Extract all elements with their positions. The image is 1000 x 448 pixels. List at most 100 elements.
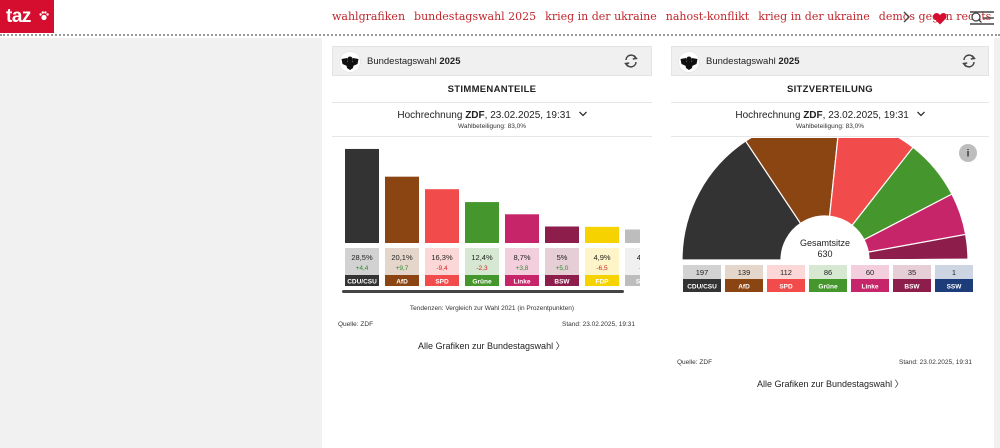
refresh-icon[interactable] — [623, 53, 639, 69]
nav-item-ukraine[interactable]: krieg in der ukraine — [545, 10, 657, 23]
divider — [332, 136, 652, 137]
value-label-spd: 16,3% — [431, 253, 453, 262]
logo-text: taz — [6, 6, 31, 27]
chevron-right-icon: 〉 — [555, 341, 565, 351]
nav-item-ukraine-2[interactable]: krieg in der ukraine — [758, 10, 870, 23]
right-margin — [994, 38, 1000, 448]
value-label-cdu-csu: 28,5% — [351, 253, 373, 262]
seat-category-gr-ne: Grüne — [818, 284, 838, 291]
all-graphics-link[interactable]: Alle Grafiken zur Bundestagswahl 〉 — [757, 379, 904, 389]
seat-box-afd — [725, 265, 763, 279]
seat-category-linke: Linke — [862, 284, 879, 291]
category-chip-cdu-csu — [345, 275, 379, 286]
category-chip-gr-ne — [465, 275, 499, 286]
info-icon-label: i — [967, 149, 970, 160]
seat-count-spd: 112 — [780, 268, 792, 277]
change-label-spd: -9,4 — [436, 265, 448, 272]
bar-fdp — [585, 226, 619, 243]
seat-chip-cdu-csu — [683, 279, 721, 292]
seat-count-ssw: 1 — [952, 268, 956, 277]
seat-box-spd — [767, 265, 805, 279]
seat-segment-cdu-csu — [681, 140, 802, 261]
seat-segment-ssw — [868, 258, 969, 261]
seat-chip-bsw — [893, 279, 931, 292]
divider — [671, 136, 989, 137]
change-label-afd: +9,7 — [396, 265, 409, 272]
timestamp: Stand: 23.02.2025, 19:31 — [899, 359, 973, 366]
value-label-fdp: 4,9% — [593, 253, 610, 262]
widget-header: Bundestagswahl 2025 — [332, 46, 652, 76]
value-label-bsw: 5% — [557, 253, 568, 262]
change-label-cdu-csu: +4,4 — [356, 265, 369, 272]
chevron-down-icon — [578, 111, 587, 117]
bundesadler-icon — [339, 51, 361, 73]
seat-count-linke: 60 — [866, 268, 874, 277]
divider — [332, 102, 652, 103]
category-chip-fdp — [585, 275, 619, 286]
seat-count-cdu-csu: 197 — [696, 268, 709, 277]
bar-afd — [385, 176, 419, 243]
seat-category-afd: AfD — [738, 284, 750, 291]
taz-logo[interactable]: taz — [0, 0, 54, 33]
category-chip-afd — [385, 275, 419, 286]
change-label-linke: +3,8 — [516, 265, 529, 272]
nav-item-nahost[interactable]: nahost-konflikt — [665, 10, 750, 23]
bar-gr-ne — [465, 202, 499, 243]
seat-chip-ssw — [935, 279, 973, 292]
horizontal-scrollbar[interactable] — [342, 290, 624, 293]
bar-bsw — [545, 226, 579, 243]
seat-count-bsw: 35 — [908, 268, 916, 277]
hochrechnung-select[interactable]: Hochrechnung ZDF, 23.02.2025, 19:31 — [332, 110, 652, 121]
seat-chip-spd — [767, 279, 805, 292]
chevron-down-icon — [916, 111, 925, 117]
value-label-gr-ne: 12,4% — [471, 253, 493, 262]
wahlbeteiligung: Wahlbeteiligung: 83,0% — [457, 123, 527, 130]
paw-icon — [39, 11, 49, 21]
top-navigation-bar: taz wahlgrafiken bundestagswahl 2025 krieg… — [0, 0, 1000, 36]
category-chip-sonstige — [625, 275, 652, 286]
chevron-right-icon[interactable] — [900, 10, 912, 24]
seat-chip-gr-ne — [809, 279, 847, 292]
wahlbeteiligung: Wahlbeteiligung: 83,0% — [795, 123, 865, 130]
nav-item-wahlgrafiken[interactable]: wahlgrafiken — [332, 10, 406, 23]
all-graphics-link[interactable]: Alle Grafiken zur Bundestagswahl 〉 — [418, 341, 565, 351]
menu-search-icon[interactable] — [969, 10, 995, 26]
stimmenanteile-bar-chart: 28,5% +4,4 CDU/CSU 20,1% +9,7 AfD 16,3% -9,4 SPD… — [342, 138, 652, 298]
value-label-afd: 20,1% — [391, 253, 413, 262]
stimmenanteile-widget: Bundestagswahl 2025 STIMMENANTEILE Hochr… — [332, 46, 652, 366]
bar-cdu-csu — [345, 148, 379, 243]
widget-title: Bundestagswahl 2025 — [706, 56, 800, 67]
category-label-linke: Linke — [514, 279, 531, 286]
scroll-mask — [640, 138, 652, 298]
change-label-gr-ne: -2,3 — [476, 265, 488, 272]
category-chip-linke — [505, 275, 539, 286]
seat-category-cdu-csu: CDU/CSU — [687, 284, 717, 291]
center-label: Gesamtsitze — [800, 238, 850, 248]
refresh-icon[interactable] — [961, 53, 977, 69]
divider — [671, 102, 989, 103]
section-title: SITZVERTEILUNG — [786, 84, 873, 95]
left-margin — [0, 38, 322, 448]
value-label-linke: 8,7% — [513, 253, 530, 262]
heart-icon[interactable] — [933, 12, 947, 25]
bar-linke — [505, 214, 539, 243]
change-label-fdp: -6,5 — [596, 265, 608, 272]
hochrechnung-select[interactable]: Hochrechnung ZDF, 23.02.2025, 19:31 — [671, 110, 989, 121]
change-label-bsw: +5,0 — [556, 265, 569, 272]
bar-spd — [425, 189, 459, 243]
section-title: STIMMENANTEILE — [447, 84, 537, 95]
seat-box-ssw — [935, 265, 973, 279]
category-label-bsw: BSW — [554, 279, 570, 286]
category-chip-spd — [425, 275, 459, 286]
seat-category-spd: SPD — [779, 284, 793, 291]
info-icon[interactable] — [959, 144, 977, 162]
widget-title: Bundestagswahl 2025 — [367, 56, 461, 67]
seat-box-bsw — [893, 265, 931, 279]
tendenzen-note: Tendenzen: Vergleich zur Wahl 2021 (in P… — [409, 305, 575, 312]
seat-category-bsw: BSW — [904, 284, 920, 291]
widget-header: Bundestagswahl 2025 — [671, 46, 989, 76]
nav-item-bundestagswahl[interactable]: bundestagswahl 2025 — [414, 10, 537, 23]
source-label: Quelle: ZDF — [338, 321, 374, 328]
category-label-gr-ne: Grüne — [472, 279, 492, 286]
